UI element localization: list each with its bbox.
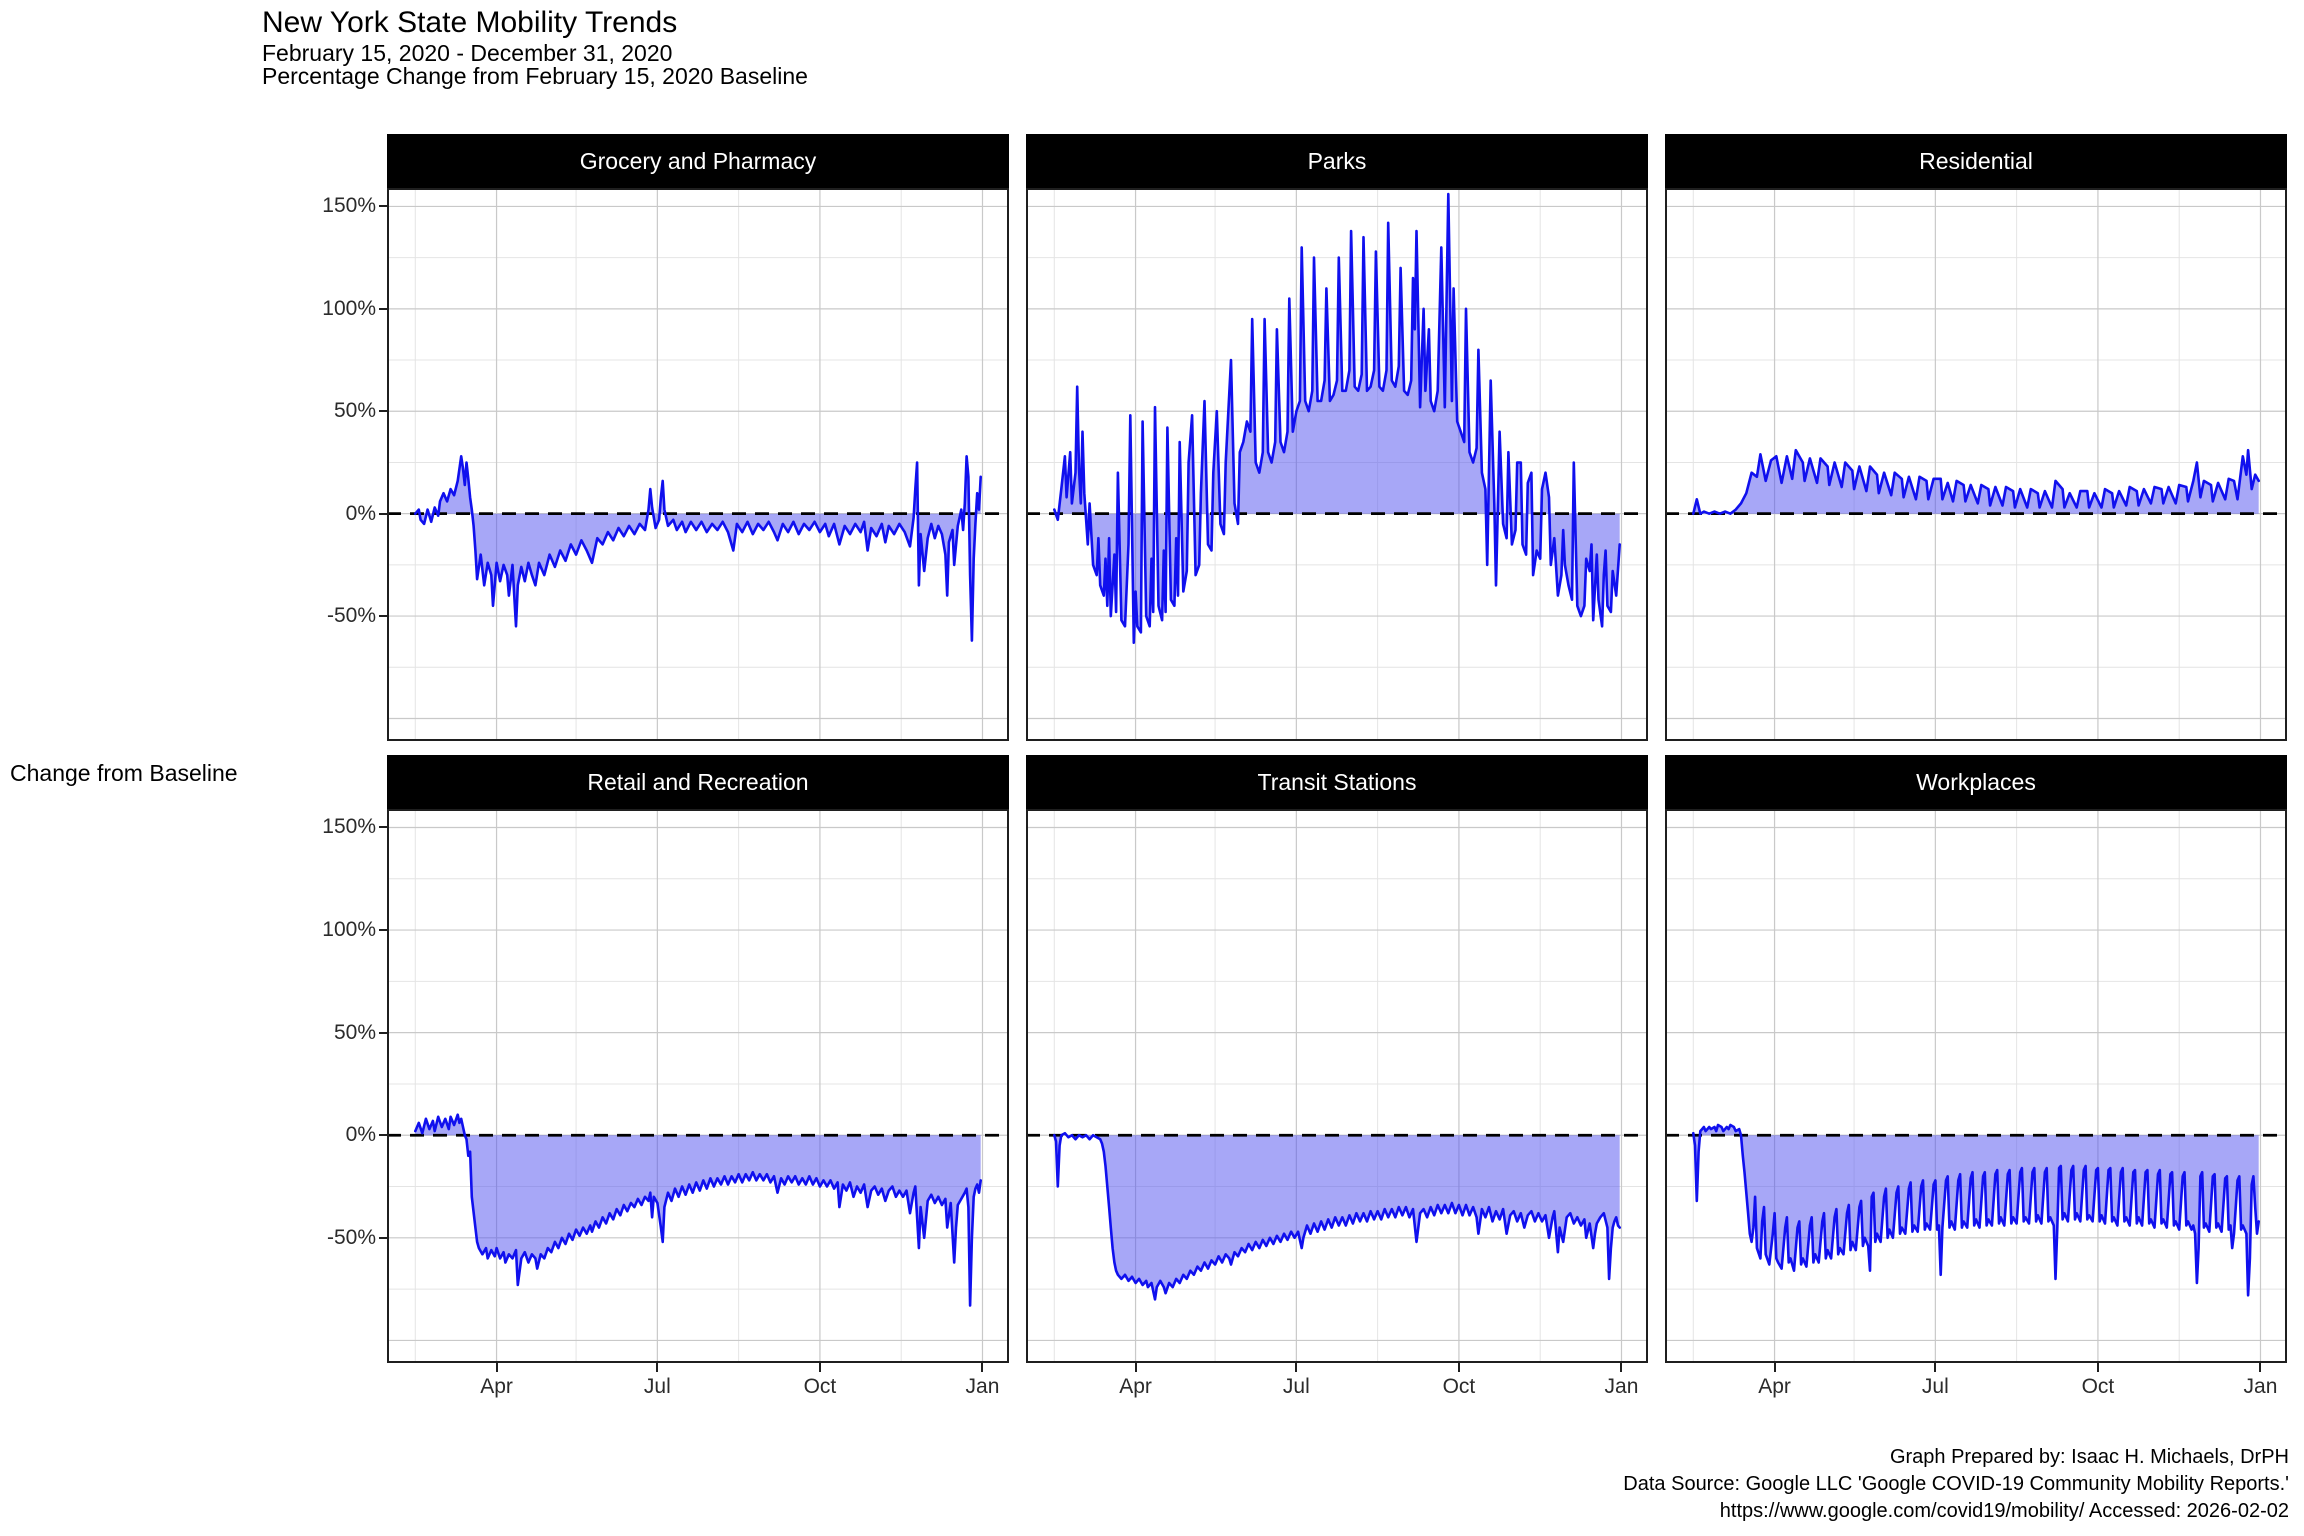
area-fill-grocery-and-pharmacy	[415, 456, 981, 641]
trend-line-workplaces	[1692, 1123, 2260, 1297]
x-tick-label-col1-jul: Jul	[643, 1375, 671, 1398]
y-tick-label-row1--50: -50%	[326, 604, 376, 628]
y-tick-label-row2--50: -50%	[326, 1225, 376, 1249]
x-tick-label-col2-apr: Apr	[1119, 1375, 1152, 1398]
facet-strip-parks: Parks	[1026, 134, 1648, 188]
x-tick-mark	[495, 1363, 498, 1372]
trend-line-transit-stations	[1053, 1131, 1621, 1301]
facet-title-transit-stations: Transit Stations	[1257, 768, 1417, 795]
x-tick-mark	[2096, 1363, 2099, 1372]
x-tick-mark	[1295, 1363, 1298, 1372]
facet-strip-workplaces: Workplaces	[1665, 755, 2287, 809]
caption-url-accessed: https://www.google.com/covid19/mobility/…	[1719, 1500, 2289, 1522]
y-tick-label-row1-50: 50%	[333, 399, 376, 423]
x-tick-mark	[2259, 1363, 2262, 1372]
area-fill-retail-and-recreation	[415, 1114, 981, 1306]
x-tick-label-col1-jan: Jan	[965, 1375, 1000, 1398]
y-tick-mark	[379, 307, 387, 310]
x-tick-label-col1-apr: Apr	[480, 1375, 513, 1398]
y-tick-mark	[379, 1236, 387, 1239]
x-tick-mark	[818, 1363, 821, 1372]
y-tick-mark	[379, 929, 387, 932]
y-tick-mark	[379, 1134, 387, 1137]
facet-title-parks: Parks	[1307, 147, 1367, 174]
facet-panel-retail-and-recreation	[387, 809, 1009, 1363]
x-tick-label-col1-oct: Oct	[803, 1375, 837, 1398]
facet-panel-grocery-and-pharmacy	[387, 188, 1009, 741]
trend-line-retail-and-recreation	[414, 1113, 982, 1307]
x-tick-mark	[1457, 1363, 1460, 1372]
facet-strip-grocery-and-pharmacy: Grocery and Pharmacy	[387, 134, 1009, 188]
y-tick-mark	[379, 410, 387, 413]
x-tick-label-col2-jan: Jan	[1604, 1375, 1639, 1398]
y-axis-title: Change from Baseline	[10, 760, 238, 786]
x-tick-mark	[1934, 1363, 1937, 1372]
y-tick-label-row1-150: 150%	[322, 194, 376, 218]
x-tick-label-col3-apr: Apr	[1758, 1375, 1791, 1398]
x-tick-mark	[1773, 1363, 1776, 1372]
facet-panel-workplaces	[1665, 809, 2287, 1363]
panel-plot-workplaces	[1665, 809, 2287, 1363]
x-tick-label-col3-jul: Jul	[1921, 1375, 1949, 1398]
panel-plot-grocery-and-pharmacy	[387, 188, 1009, 741]
facet-title-workplaces: Workplaces	[1916, 768, 2036, 795]
x-tick-label-col2-jul: Jul	[1282, 1375, 1310, 1398]
x-tick-mark	[656, 1363, 659, 1372]
facet-panel-residential	[1665, 188, 2287, 741]
x-tick-label-col2-oct: Oct	[1442, 1375, 1476, 1398]
page-subtitle-baseline: Percentage Change from February 15, 2020…	[262, 63, 808, 89]
y-tick-label-row2-50: 50%	[333, 1020, 376, 1044]
x-tick-mark	[1134, 1363, 1137, 1372]
y-tick-label-row2-150: 150%	[322, 815, 376, 839]
trend-line-parks	[1053, 192, 1621, 644]
y-tick-label-row2-100: 100%	[322, 918, 376, 942]
y-tick-label-row1-100: 100%	[322, 296, 376, 320]
y-tick-label-row2-0: 0%	[345, 1123, 376, 1147]
x-tick-mark	[1620, 1363, 1623, 1372]
panel-plot-transit-stations	[1026, 809, 1648, 1363]
facet-title-retail-and-recreation: Retail and Recreation	[587, 768, 809, 795]
page-title: New York State Mobility Trends	[262, 6, 678, 39]
y-tick-mark	[379, 615, 387, 618]
y-tick-mark	[379, 1031, 387, 1034]
facet-strip-retail-and-recreation: Retail and Recreation	[387, 755, 1009, 809]
caption: Graph Prepared by: Isaac H. Michaels, Dr…	[1623, 1444, 2289, 1525]
facet-title-residential: Residential	[1919, 147, 2033, 174]
trend-line-grocery-and-pharmacy	[414, 455, 982, 642]
area-fill-workplaces	[1693, 1125, 2259, 1296]
area-fill-transit-stations	[1054, 1133, 1620, 1300]
y-tick-mark	[379, 512, 387, 515]
x-tick-mark	[981, 1363, 984, 1372]
caption-data-source: Data Source: Google LLC 'Google COVID-19…	[1623, 1473, 2289, 1495]
x-tick-label-col3-oct: Oct	[2081, 1375, 2115, 1398]
page-subtitle-date-range: February 15, 2020 - December 31, 2020	[262, 40, 673, 66]
y-tick-label-row1-0: 0%	[345, 501, 376, 525]
x-tick-label-col3-jan: Jan	[2243, 1375, 2278, 1398]
trend-line-residential	[1692, 448, 2260, 515]
panel-plot-retail-and-recreation	[387, 809, 1009, 1363]
facet-panel-parks	[1026, 188, 1648, 741]
facet-strip-residential: Residential	[1665, 134, 2287, 188]
y-tick-mark	[379, 826, 387, 829]
y-tick-mark	[379, 205, 387, 208]
panel-plot-parks	[1026, 188, 1648, 741]
facet-strip-transit-stations: Transit Stations	[1026, 755, 1648, 809]
area-fill-parks	[1054, 194, 1620, 643]
facet-title-grocery-and-pharmacy: Grocery and Pharmacy	[579, 147, 817, 174]
caption-prepared-by: Graph Prepared by: Isaac H. Michaels, Dr…	[1889, 1446, 2289, 1468]
facet-panel-transit-stations	[1026, 809, 1648, 1363]
panel-plot-residential	[1665, 188, 2287, 741]
